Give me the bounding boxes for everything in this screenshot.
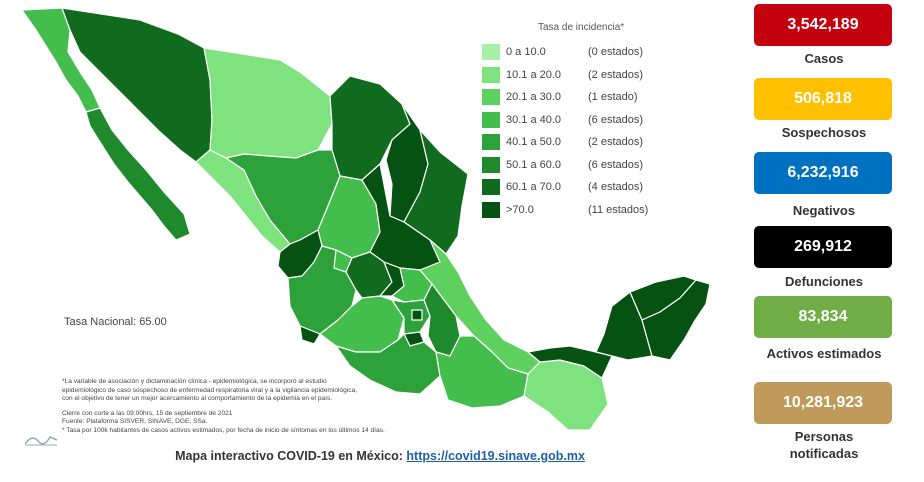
stat-label: Casos xyxy=(804,51,844,66)
legend-count: (2 estados) xyxy=(588,68,644,81)
stat-label: Sospechosos xyxy=(781,125,867,140)
legend-swatch xyxy=(482,134,500,151)
footnote-line: * Tasa por 100k habitantes de casos acti… xyxy=(62,426,385,434)
state-baja-california-sur[interactable] xyxy=(85,107,191,241)
state-coahuila[interactable] xyxy=(329,75,411,181)
footnote-line: Cierre con corte a las 09:00hrs, 15 de s… xyxy=(62,409,233,417)
legend-title: Tasa de incidencia* xyxy=(538,22,625,33)
legend-row: 50.1 a 60.0 (6 estados) xyxy=(482,154,682,177)
legend-swatch xyxy=(482,111,500,128)
incidence-legend: Tasa de incidencia* 0 a 10.0 (0 estados) 1… xyxy=(482,22,682,221)
footer-text: Mapa interactivo COVID-19 en México: xyxy=(175,449,403,463)
national-rate: Tasa Nacional: 65.00 xyxy=(64,316,167,328)
footer: Mapa interactivo COVID-19 en México: htt… xyxy=(0,449,760,463)
legend-count: (2 estados) xyxy=(588,136,644,149)
legend-swatch xyxy=(482,201,500,218)
legend-swatch xyxy=(482,156,500,173)
legend-swatch xyxy=(482,89,500,106)
legend-row: 60.1 a 70.0 (4 estados) xyxy=(482,176,682,199)
footnote-line: con el objetivo de tener un mejor acerca… xyxy=(62,395,333,403)
stat-value: 6,232,916 xyxy=(754,152,892,194)
legend-row: 30.1 a 40.0 (6 estados) xyxy=(482,109,682,132)
legend-count: (11 estados) xyxy=(588,203,649,216)
footnote-line: *La variable de asociación y dictaminaci… xyxy=(62,378,327,385)
state-sonora[interactable] xyxy=(61,7,213,163)
legend-swatch xyxy=(482,66,500,83)
stat-label: Personas notificadas xyxy=(789,429,859,461)
legend-row: 0 a 10.0 (0 estados) xyxy=(482,41,682,64)
legend-row: >70.0 (11 estados) xyxy=(482,199,682,222)
stat-label: Negativos xyxy=(792,203,856,218)
stat-label: Activos estimados xyxy=(766,346,882,361)
footer-link[interactable]: https://covid19.sinave.gob.mx xyxy=(406,449,585,463)
footnotes: *La variable de asociación y dictaminaci… xyxy=(62,378,462,436)
legend-count: (6 estados) xyxy=(588,113,644,126)
legend-range: 50.1 a 60.0 xyxy=(506,158,562,171)
state-colima[interactable] xyxy=(299,325,321,345)
legend-range: 60.1 a 70.0 xyxy=(506,181,562,194)
state-estado-de-mexico[interactable] xyxy=(391,299,431,335)
legend-range: 40.1 a 50.0 xyxy=(506,136,562,149)
state-guerrero[interactable] xyxy=(335,333,441,395)
stat-value: 10,281,923 xyxy=(754,382,892,424)
legend-range: 20.1 a 30.0 xyxy=(506,91,562,104)
legend-range: 0 a 10.0 xyxy=(506,46,546,59)
stats-panel: 3,542,189 Casos 506,818 Sospechosos 6,232,91… xyxy=(750,0,898,482)
state-quintana-roo[interactable] xyxy=(641,279,711,361)
trend-line-icon xyxy=(24,436,58,446)
footnote-line: epidemiológico de caso sospechoso de enf… xyxy=(62,386,358,394)
legend-swatch xyxy=(482,44,500,61)
stat-value: 269,912 xyxy=(754,226,892,268)
legend-range: 10.1 a 20.0 xyxy=(506,68,562,81)
stat-value: 3,542,189 xyxy=(754,4,892,46)
state-ciudad-de-mexico[interactable] xyxy=(411,309,423,321)
stat-value: 83,834 xyxy=(754,296,892,338)
legend-range: 30.1 a 40.0 xyxy=(506,113,562,126)
mexico-incidence-map xyxy=(21,7,711,431)
stat-value: 506,818 xyxy=(754,78,892,120)
state-chihuahua[interactable] xyxy=(203,47,333,159)
legend-count: (4 estados) xyxy=(588,181,644,194)
legend-row: 10.1 a 20.0 (2 estados) xyxy=(482,64,682,87)
legend-row: 20.1 a 30.0 (1 estado) xyxy=(482,86,682,109)
legend-count: (6 estados) xyxy=(588,158,644,171)
legend-count: (0 estados) xyxy=(588,46,644,59)
stat-label: Defunciones xyxy=(784,274,863,289)
legend-range: >70.0 xyxy=(506,203,534,216)
legend-row: 40.1 a 50.0 (2 estados) xyxy=(482,131,682,154)
legend-count: (1 estado) xyxy=(588,91,638,104)
legend-swatch xyxy=(482,179,500,196)
footnote-line: Fuente: Plataforma SISVER, SINAVE, DGE, … xyxy=(62,418,208,426)
